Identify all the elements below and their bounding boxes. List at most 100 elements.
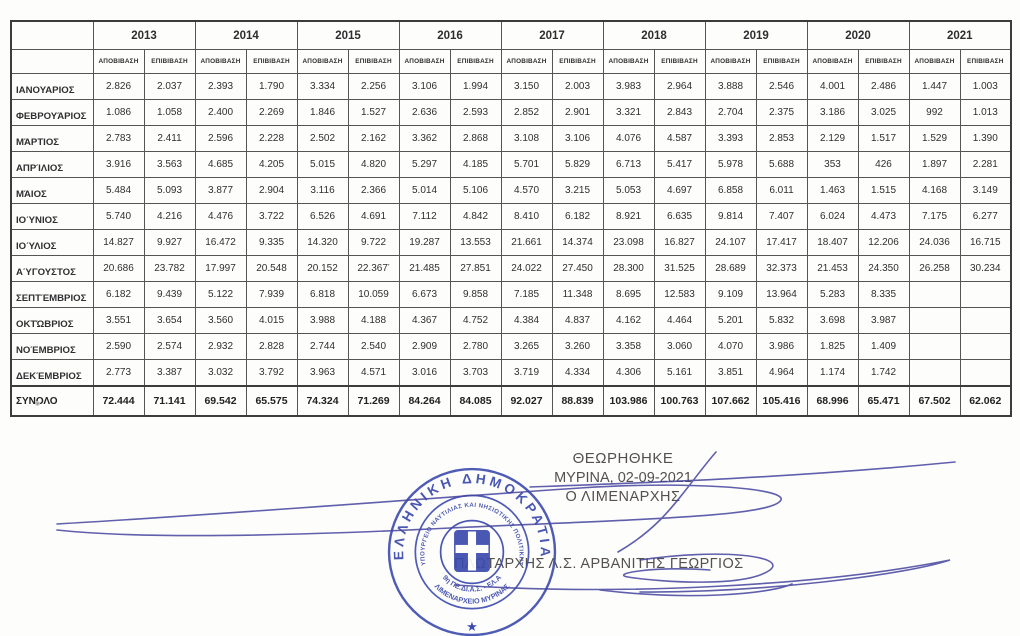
value-cell: 4.476 <box>194 203 247 230</box>
value-cell: 5.829 <box>551 151 604 178</box>
table-row: ΣΕΠΤΈΜΒΡΙΟΣ 6.182 9.439 5.122 7.939 6.818 10.0… <box>10 281 1012 308</box>
month-label: ΟΚΤΏΒΡΙΟΣ <box>10 307 94 334</box>
value-cell: 2.964 <box>653 73 706 100</box>
value-cell: 4.691 <box>347 203 400 230</box>
table-row: ΦΕΒΡΟΥΆΡΙΟΣ 1.086 1.058 2.400 2.269 1.846 1.52… <box>10 99 1012 126</box>
value-cell: 2.783 <box>92 125 145 152</box>
value-cell: 24.036 <box>908 229 961 256</box>
value-cell: 7.185 <box>500 281 553 308</box>
value-cell: 4.697 <box>653 177 706 204</box>
value-cell: 3.116 <box>296 177 349 204</box>
value-cell: 13.964 <box>755 281 808 308</box>
value-cell: 21.661 <box>500 229 553 256</box>
value-cell: 1.086 <box>92 99 145 126</box>
value-cell: 1.846 <box>296 99 349 126</box>
value-cell: 4.587 <box>653 125 706 152</box>
value-cell: 2.636 <box>398 99 451 126</box>
value-cell: 17.417 <box>755 229 808 256</box>
value-cell: 3.149 <box>959 177 1012 204</box>
value-cell: 4.334 <box>551 359 604 387</box>
value-cell: 2.904 <box>245 177 298 204</box>
value-cell: 2.037 <box>143 73 196 100</box>
month-label: ΙΑΝΟΥΑΡΙΟΣ <box>10 73 94 100</box>
value-cell: 27.450 <box>551 255 604 282</box>
value-cell: 3.563 <box>143 151 196 178</box>
value-cell: 4.464 <box>653 307 706 334</box>
value-cell: 2.003 <box>551 73 604 100</box>
value-cell: 12.206 <box>857 229 910 256</box>
value-cell: 31.525 <box>653 255 706 282</box>
value-cell: 6.024 <box>806 203 859 230</box>
total-value-cell: 105.416 <box>755 385 808 417</box>
value-cell: 8.335 <box>857 281 910 308</box>
value-cell: 2.909 <box>398 333 451 360</box>
subheader-cell: ΑΠΟΒΙΒΑΣΗ <box>908 49 961 74</box>
value-cell: 3.560 <box>194 307 247 334</box>
subheader-cell: ΑΠΟΒΙΒΑΣΗ <box>602 49 655 74</box>
value-cell: 3.265 <box>500 333 553 360</box>
subheader-cell: ΑΠΟΒΙΒΑΣΗ <box>194 49 247 74</box>
value-cell: 6.673 <box>398 281 451 308</box>
total-value-cell: 92.027 <box>500 385 553 417</box>
value-cell: 4.837 <box>551 307 604 334</box>
value-cell: 8.695 <box>602 281 655 308</box>
value-cell: 3.358 <box>602 333 655 360</box>
total-value-cell: 68.996 <box>806 385 859 417</box>
month-label: ΔΕΚΈΜΒΡΙΟΣ <box>10 359 94 387</box>
value-cell: 6.635 <box>653 203 706 230</box>
total-value-cell: 74.324 <box>296 385 349 417</box>
table-row: ΙΟΎΛΙΟΣ 14.827 9.927 16.472 9.335 14.320 9.722… <box>10 229 1012 256</box>
value-cell: 3.916 <box>92 151 145 178</box>
value-cell: 6.277 <box>959 203 1012 230</box>
year-header: 2016 <box>398 20 502 50</box>
month-label: ΑΎΓΟΥΣΤΟΣ <box>10 255 94 282</box>
value-cell: 18.407 <box>806 229 859 256</box>
subheader-cell: ΕΠΙΒΙΒΑΣΗ <box>449 49 502 74</box>
value-cell: 1.529 <box>908 125 961 152</box>
month-label: ΙΟΎΛΙΟΣ <box>10 229 94 256</box>
value-cell: 1.409 <box>857 333 910 360</box>
value-cell: 1.390 <box>959 125 1012 152</box>
value-cell: 2.868 <box>449 125 502 152</box>
official-stamp: ΕΛΛΗΝΙΚΗ ΔΗΜΟΚΡΑΤΙΑ ΥΠΟΥΡΓΕΙΟ ΝΑΥΤΙΛΙΑΣ … <box>387 467 557 636</box>
value-cell: 3.654 <box>143 307 196 334</box>
month-label: ΙΟΎΝΙΟΣ <box>10 203 94 230</box>
value-cell: 7.407 <box>755 203 808 230</box>
value-cell: 1.790 <box>245 73 298 100</box>
subheader-cell: ΕΠΙΒΙΒΑΣΗ <box>143 49 196 74</box>
value-cell: 2.843 <box>653 99 706 126</box>
value-cell: 3.334 <box>296 73 349 100</box>
corner-cell <box>10 20 94 50</box>
month-label: ΑΠΡΊΛΙΟΣ <box>10 151 94 178</box>
value-cell: 4.752 <box>449 307 502 334</box>
value-cell: 5.106 <box>449 177 502 204</box>
subheader-cell: ΑΠΟΒΙΒΑΣΗ <box>704 49 757 74</box>
total-value-cell: 65.471 <box>857 385 910 417</box>
value-cell: 4.015 <box>245 307 298 334</box>
value-cell: 23.098 <box>602 229 655 256</box>
value-cell: 2.486 <box>857 73 910 100</box>
value-cell: 5.688 <box>755 151 808 178</box>
value-cell: 3.393 <box>704 125 757 152</box>
value-cell: 6.526 <box>296 203 349 230</box>
value-cell: 5.297 <box>398 151 451 178</box>
value-cell: 3.150 <box>500 73 553 100</box>
value-cell: 3.362 <box>398 125 451 152</box>
value-cell: 5.283 <box>806 281 859 308</box>
subheader-cell: ΕΠΙΒΙΒΑΣΗ <box>551 49 604 74</box>
value-cell <box>959 281 1012 308</box>
value-cell: 2.502 <box>296 125 349 152</box>
year-header: 2014 <box>194 20 298 50</box>
value-cell: 3.986 <box>755 333 808 360</box>
value-cell: 2.828 <box>245 333 298 360</box>
subheader-cell: ΑΠΟΒΙΒΑΣΗ <box>296 49 349 74</box>
value-cell: 30.234 <box>959 255 1012 282</box>
value-cell: 21.485 <box>398 255 451 282</box>
value-cell: 2.574 <box>143 333 196 360</box>
value-cell <box>908 333 961 360</box>
value-cell: 5.484 <box>92 177 145 204</box>
value-cell: 353 <box>806 151 859 178</box>
year-header: 2018 <box>602 20 706 50</box>
value-cell: 4.306 <box>602 359 655 387</box>
value-cell: 3.698 <box>806 307 859 334</box>
